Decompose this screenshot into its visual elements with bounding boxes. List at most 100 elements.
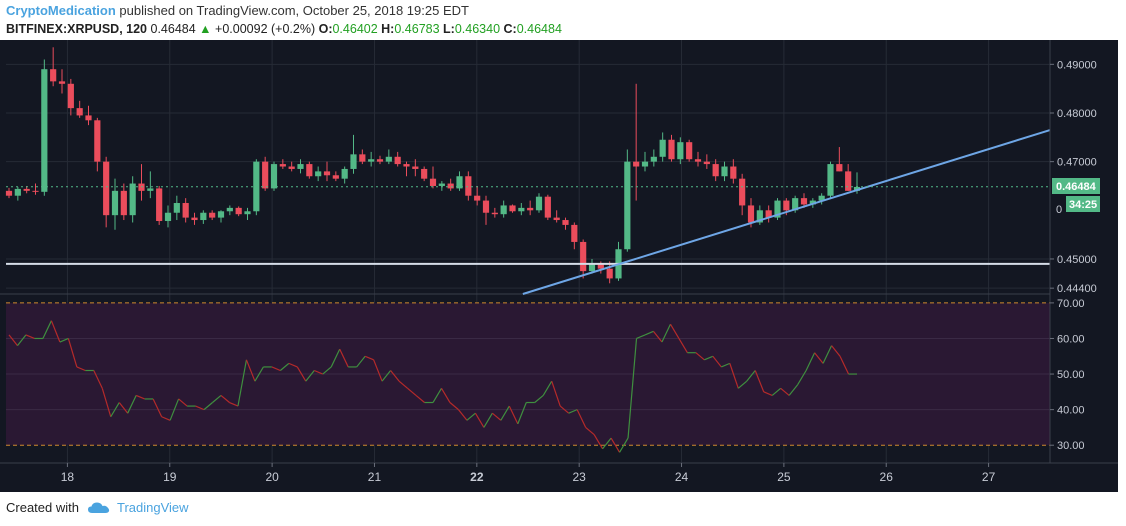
rsi-segment (25, 334, 35, 340)
candle-body (756, 210, 763, 223)
candle-body (677, 142, 684, 160)
high-value: 0.46783 (394, 22, 440, 36)
rsi-segment (508, 405, 519, 425)
rsi-segment (118, 402, 129, 414)
candle-body (853, 186, 861, 191)
price-axis-panel (1050, 40, 1118, 490)
candle-body (588, 263, 596, 272)
rsi-segment (110, 402, 120, 418)
tradingview-logo[interactable]: TradingView (87, 500, 189, 515)
rsi-segment (254, 366, 264, 382)
rsi-segment (771, 387, 782, 396)
published-text: published on TradingView.com, October 25… (119, 3, 469, 18)
rsi-segment (610, 437, 621, 453)
candle-body (553, 217, 560, 221)
trendline (522, 129, 1051, 295)
rsi-axis-label: 40.00 (1057, 405, 1085, 417)
rsi-segment (627, 338, 638, 439)
rsi-segment (568, 409, 578, 414)
candle-body (800, 198, 808, 205)
candle-body (509, 205, 516, 212)
rsi-segment (169, 398, 180, 421)
rsi-segment (195, 405, 205, 411)
rsi-segment (721, 362, 731, 368)
candle-body (721, 166, 728, 177)
rsi-segment (440, 387, 451, 403)
rsi-segment (390, 370, 400, 382)
rsi-segment (296, 366, 307, 382)
rsi-segment (339, 348, 349, 368)
rsi-segment (212, 394, 222, 403)
rsi-axis-label: 60.00 (1057, 333, 1085, 345)
rsi-segment (364, 355, 374, 361)
rsi-segment (619, 437, 629, 453)
candle-body (845, 171, 852, 191)
rsi-segment (93, 370, 103, 389)
candle-body (164, 212, 172, 222)
rsi-segment (500, 405, 510, 421)
rsi-segment (517, 402, 527, 425)
rsi-segment (135, 394, 145, 400)
candle-body (818, 195, 825, 201)
rsi-segment (330, 348, 341, 368)
candle-body (535, 196, 543, 211)
candle-body (85, 115, 92, 121)
rsi-axis-label: 70.00 (1057, 298, 1085, 310)
rsi-segment (704, 355, 714, 361)
rsi-segment (101, 388, 112, 417)
rsi-segment (50, 320, 61, 343)
rsi-axis-label: 30.00 (1057, 440, 1085, 452)
rsi-segment (678, 338, 688, 354)
candle-body (262, 161, 269, 189)
rsi-segment (780, 387, 790, 396)
publisher-link[interactable]: CryptoMedication (6, 3, 116, 18)
candle-body (103, 161, 110, 216)
candle-body (111, 190, 119, 216)
time-axis-label: 19 (163, 470, 177, 484)
rsi-segment (220, 394, 230, 403)
time-axis-label: 20 (265, 470, 279, 484)
rsi-segment (712, 355, 722, 368)
rsi-segment (178, 398, 188, 407)
countdown-tag (1066, 196, 1100, 212)
candle-body (76, 108, 83, 116)
rsi-segment (203, 402, 213, 411)
candle-body (668, 139, 675, 160)
time-axis-label: 21 (368, 470, 382, 484)
candle-body (783, 200, 790, 211)
rsi-segment (542, 380, 553, 396)
rsi-segment (576, 409, 587, 428)
candle-body (120, 190, 127, 216)
rsi-axis-label: 50.00 (1057, 369, 1085, 381)
candle-body (359, 154, 366, 162)
close-label: C: (503, 22, 517, 36)
candle-body (624, 161, 631, 250)
price-axis-label: 0.47000 (1057, 157, 1097, 169)
candle-body (323, 171, 331, 176)
chart-area[interactable]: 0.49000 0.48000 0.47000 0.45000 0.44400 70.00… (0, 40, 1126, 492)
candle-body (173, 203, 180, 213)
rsi-segment (127, 395, 137, 414)
candle-body (288, 166, 295, 169)
rsi-segment (551, 380, 561, 407)
open-label: O: (318, 22, 333, 36)
rsi-segment (314, 369, 323, 375)
high-label: H: (381, 22, 395, 36)
rsi-segment (585, 426, 595, 435)
rsi-segment (822, 345, 833, 364)
candle-body (429, 178, 437, 186)
candle-body (41, 69, 48, 192)
rsi-segment (593, 434, 604, 450)
candle-body (527, 207, 534, 211)
rsi-segment (432, 387, 442, 403)
axes: 0.49000 0.48000 0.47000 0.45000 0.44400 70.00… (0, 40, 1118, 490)
candle-body (270, 164, 278, 189)
candle-body (315, 171, 322, 177)
rsi-segment (279, 362, 290, 371)
candle-body (518, 207, 525, 212)
candle-body (279, 164, 286, 167)
time-axis-label: 18 (61, 470, 75, 484)
candle-body (244, 211, 251, 215)
rsi-segment (602, 437, 612, 450)
low-value: 0.46340 (454, 22, 501, 36)
